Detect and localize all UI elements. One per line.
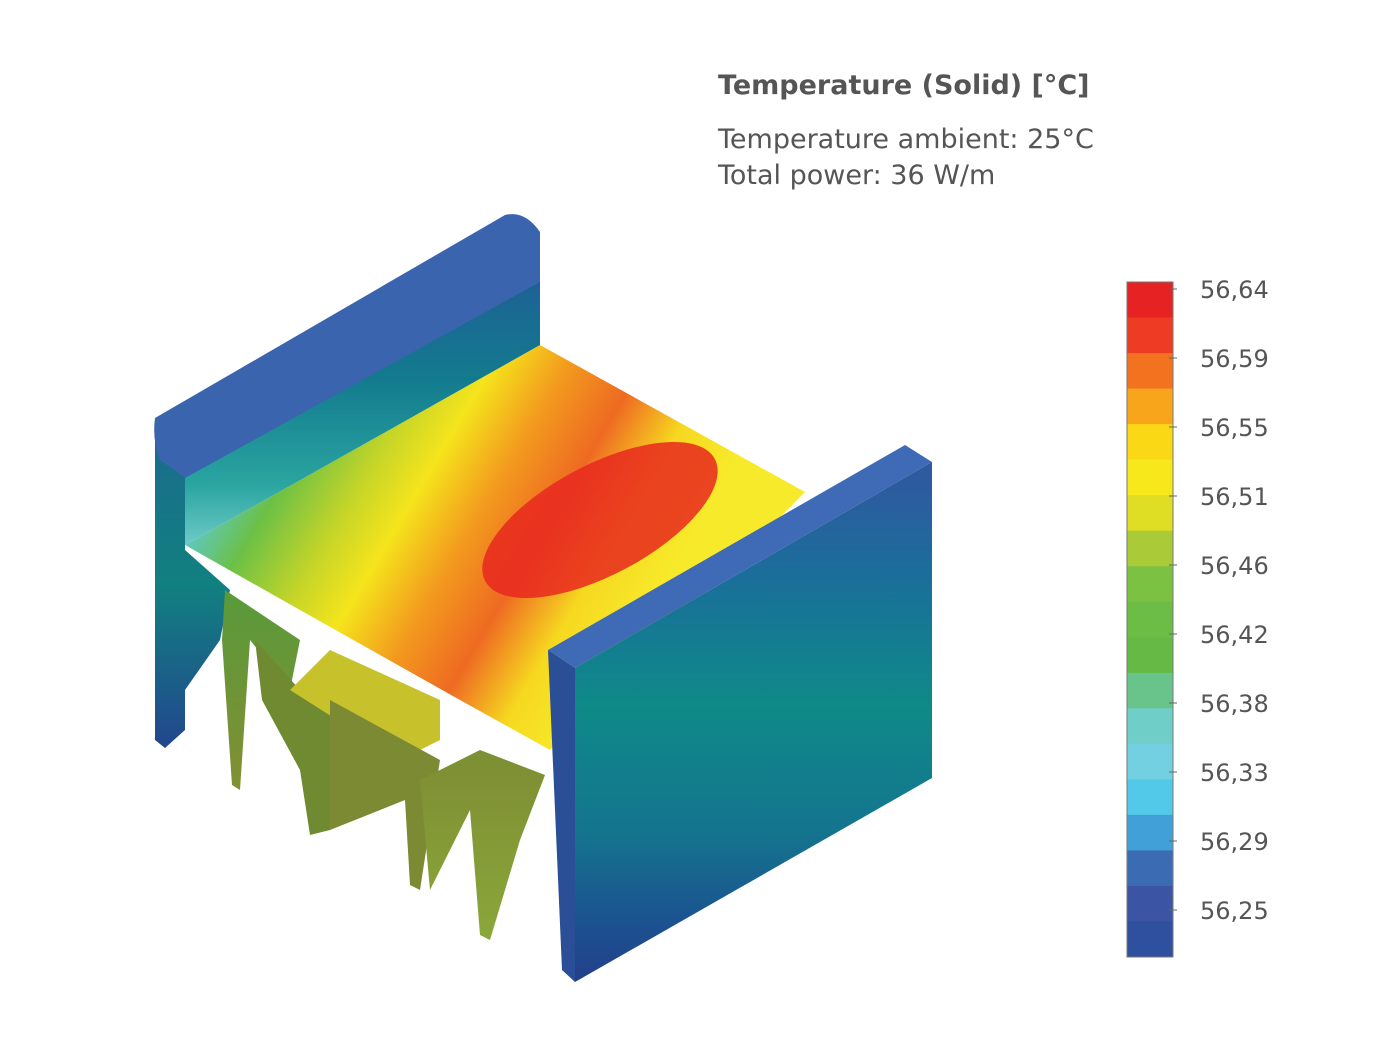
legend-band bbox=[1127, 495, 1173, 532]
legend-band bbox=[1127, 388, 1173, 425]
legend-frame bbox=[1126, 281, 1174, 958]
legend-band bbox=[1127, 424, 1173, 461]
fin bbox=[420, 750, 545, 940]
legend-band bbox=[1127, 708, 1173, 745]
right-wall-edge bbox=[548, 650, 575, 982]
fin bbox=[255, 640, 330, 835]
legend-label: 56,42 bbox=[1200, 621, 1269, 649]
legend-band bbox=[1127, 885, 1173, 922]
legend-label: 56,33 bbox=[1200, 759, 1269, 787]
legend-label: 56,29 bbox=[1200, 828, 1269, 856]
legend-band bbox=[1127, 743, 1173, 780]
legend-band bbox=[1127, 530, 1173, 567]
left-wall-inner bbox=[185, 280, 540, 545]
legend-band bbox=[1127, 779, 1173, 816]
left-wall-lip bbox=[154, 214, 540, 478]
color-legend: 56,64 56,59 56,55 56,51 56,46 56,42 56,38 56,33… bbox=[1126, 276, 1269, 958]
left-wall-side bbox=[155, 420, 230, 748]
hot-spot bbox=[482, 442, 718, 598]
title: Temperature (Solid) [°C] bbox=[718, 70, 1090, 101]
legend-band bbox=[1127, 814, 1173, 851]
legend-band bbox=[1127, 566, 1173, 603]
legend-label: 56,64 bbox=[1200, 276, 1269, 304]
fin bbox=[290, 650, 440, 760]
info-line: Temperature ambient: 25°C bbox=[717, 124, 1094, 155]
legend-label: 56,55 bbox=[1200, 414, 1269, 442]
legend-band bbox=[1127, 921, 1173, 958]
fin bbox=[222, 590, 300, 790]
legend-band bbox=[1127, 459, 1173, 496]
legend-label: 56,51 bbox=[1200, 483, 1269, 511]
legend-label: 56,46 bbox=[1200, 552, 1269, 580]
legend-band bbox=[1127, 850, 1173, 887]
legend-band bbox=[1127, 353, 1173, 390]
legend-band bbox=[1127, 672, 1173, 709]
legend-band bbox=[1127, 282, 1173, 319]
legend-label: 56,59 bbox=[1200, 345, 1269, 373]
legend-label: 56,38 bbox=[1200, 690, 1269, 718]
info-line: Total power: 36 W/m bbox=[717, 160, 995, 191]
right-wall-face bbox=[575, 462, 932, 982]
legend-band bbox=[1127, 317, 1173, 354]
legend-band bbox=[1127, 601, 1173, 638]
right-wall-top bbox=[548, 445, 932, 668]
fin bbox=[330, 700, 440, 890]
legend-label: 56,25 bbox=[1200, 897, 1269, 925]
legend-band bbox=[1127, 637, 1173, 674]
